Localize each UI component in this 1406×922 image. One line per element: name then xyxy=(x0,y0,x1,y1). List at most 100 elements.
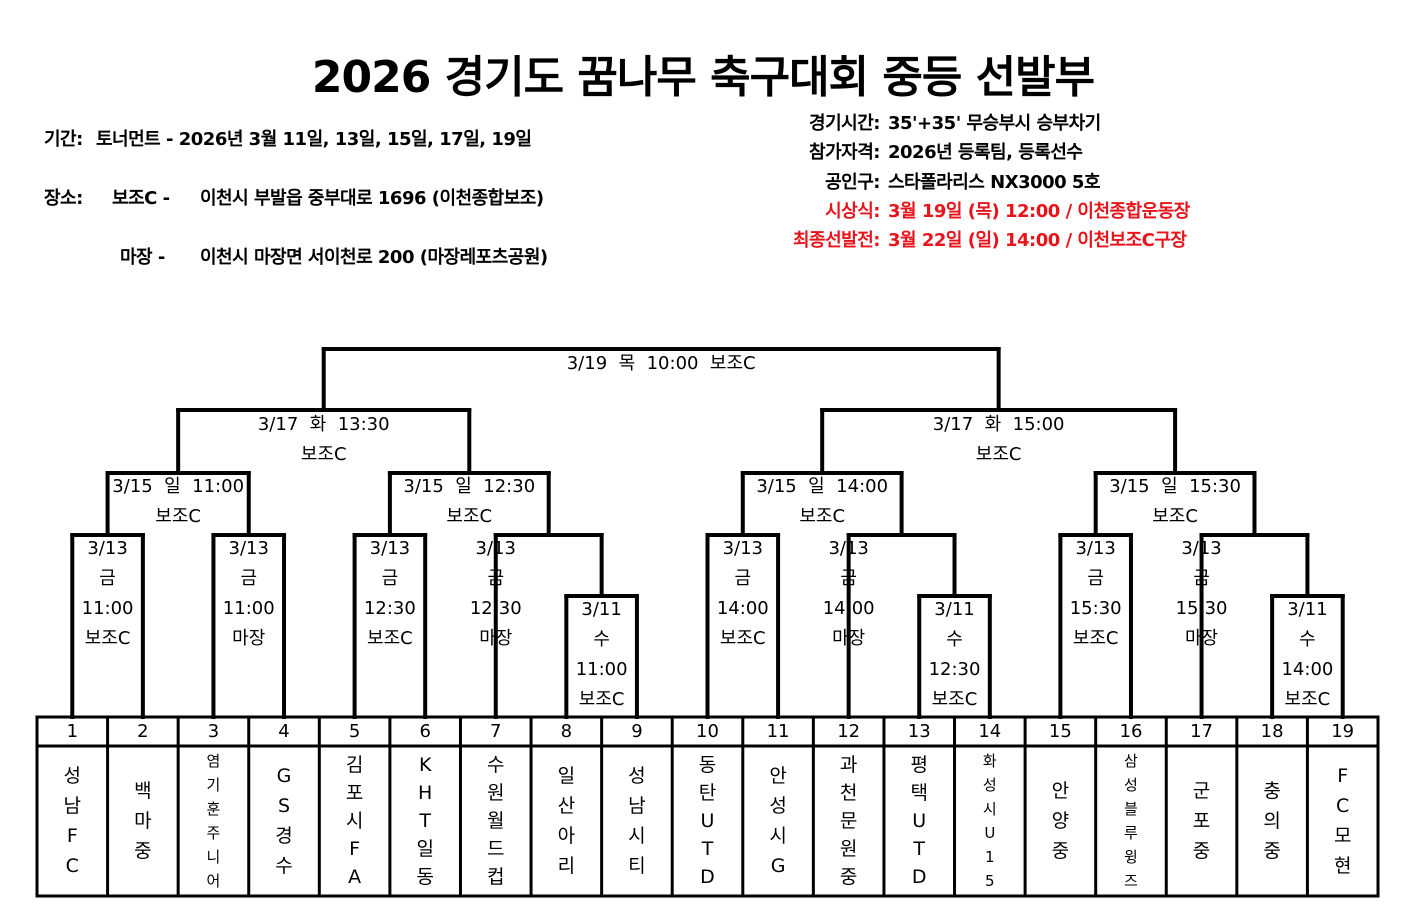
match-label-line: 보조C xyxy=(719,628,766,649)
match-3-17: 3/17 화 13:30 보조C xyxy=(234,410,414,470)
match-3-13: 3/13 금 14:00 보조C xyxy=(708,534,778,654)
match-label-line: 15:30 xyxy=(1069,598,1122,619)
match-label-line: 3/11 xyxy=(934,599,975,620)
match-label-line: 마장 xyxy=(479,628,513,649)
team-number: 17 xyxy=(1190,721,1213,742)
team-number: 19 xyxy=(1331,721,1355,742)
info-label: 참가자격: xyxy=(809,142,880,163)
match-label-line: 수 xyxy=(593,629,610,650)
period-label: 기간: xyxy=(44,129,83,150)
match-label-line: 보조C xyxy=(155,506,201,527)
team-number: 4 xyxy=(278,721,290,742)
match-label-line: 보조C xyxy=(84,628,131,649)
match-label-line: 3/17 화 13:30 xyxy=(257,414,390,435)
match-label-line: 수 xyxy=(946,629,963,650)
venue2-address: 이천시 마장면 서이천로 200 (마장레포츠공원) xyxy=(200,247,548,268)
match-label-line: 마장 xyxy=(232,628,266,649)
info-label: 경기시간: xyxy=(809,113,880,134)
match-label-line: 3/13 xyxy=(87,538,128,559)
match-3-13: 3/13 금 12:30 보조C xyxy=(355,534,425,654)
match-label-line: 12:30 xyxy=(928,659,981,680)
venue1-name: 보조C - xyxy=(112,188,170,209)
info-value: 3월 22일 (일) 14:00 / 이천보조C구장 xyxy=(888,230,1187,251)
match-label-line: 금 xyxy=(1193,568,1210,589)
team-number: 6 xyxy=(419,721,431,742)
match-label-line: 14:00 xyxy=(1281,659,1334,680)
match-3-17: 3/17 화 15:00 보조C xyxy=(909,410,1089,470)
match-label-line: 3/15 일 14:00 xyxy=(756,476,889,497)
match-label-line: 14:00 xyxy=(822,598,875,619)
match-label-line: 3/13 xyxy=(828,538,869,559)
venue-label: 장소: xyxy=(44,188,83,209)
match-3-15: 3/15 일 15:30 보조C xyxy=(1085,472,1265,532)
info-value: 스타폴라리스 NX3000 5호 xyxy=(888,172,1101,193)
match-label-line: 3/15 일 12:30 xyxy=(403,476,536,497)
match-label-line: 12:30 xyxy=(469,598,522,619)
page-title: 2026 경기도 꿈나무 축구대회 중등 선발부 xyxy=(311,52,1095,103)
team-number: 1 xyxy=(66,721,79,742)
match-3-13: 3/13 금 14:00 마장 xyxy=(814,534,884,654)
info-value: 2026년 등록팀, 등록선수 xyxy=(888,142,1083,163)
team-number: 11 xyxy=(766,721,790,742)
match-label-line: 보조C xyxy=(367,628,413,649)
venue2-name: 마장 - xyxy=(120,247,165,268)
match-label-line: 금 xyxy=(381,568,399,589)
match-final: 3/19 목 10:00 보조C xyxy=(511,349,811,379)
match-label-line: 3/15 일 15:30 xyxy=(1109,476,1241,497)
match-3-13: 3/13 금 11:00 마장 xyxy=(214,534,284,654)
match-3-15: 3/15 일 14:00 보조C xyxy=(732,472,912,532)
info-label: 시상식: xyxy=(825,201,880,222)
match-label-line: 보조C xyxy=(1284,689,1331,710)
team-number: 18 xyxy=(1260,721,1284,742)
match-label-line: 12:30 xyxy=(363,598,416,619)
info-label: 최종선발전: xyxy=(793,230,881,251)
info-value: 3월 19일 (목) 12:00 / 이천종합운동장 xyxy=(888,201,1190,222)
info-value: 35'+35' 무승부시 승부차기 xyxy=(888,113,1101,134)
team-number: 7 xyxy=(490,721,502,742)
match-label-line: 3/13 xyxy=(1075,538,1116,559)
match-label-line: 보조C xyxy=(799,506,846,527)
match-label-line: 보조C xyxy=(975,444,1022,465)
period-value: 토너먼트 - 2026년 3월 11일, 13일, 15일, 17일, 19일 xyxy=(96,129,532,150)
match-label-line: 마장 xyxy=(1184,628,1219,649)
match-3-11: 3/11 수 14:00 보조C xyxy=(1272,595,1342,715)
team-number: 2 xyxy=(137,721,149,742)
match-3-15: 3/15 일 11:00 보조C xyxy=(88,472,268,532)
team-number: 8 xyxy=(560,721,573,742)
match-label-line: 3/13 xyxy=(722,538,763,559)
match-label-line: 금 xyxy=(1087,568,1104,589)
team-number: 16 xyxy=(1119,721,1143,742)
match-label-line: 금 xyxy=(487,568,505,589)
team-number: 13 xyxy=(907,721,931,742)
match-label-line: 보조C xyxy=(578,689,625,710)
match-label-line: 3/11 xyxy=(581,599,622,620)
match-label-line: 11:00 xyxy=(222,598,275,619)
team-number: 14 xyxy=(978,721,1002,742)
match-label-line: 3/13 xyxy=(1181,538,1222,559)
match-label-line: 3/19 목 10:00 보조C xyxy=(566,353,756,374)
team-number: 10 xyxy=(696,721,719,742)
match-label-line: 금 xyxy=(99,568,116,589)
venue1-address: 이천시 부발읍 중부대로 1696 (이천종합보조) xyxy=(200,188,544,209)
match-3-13: 3/13 금 15:30 보조C xyxy=(1061,534,1131,654)
match-label-line: 11:00 xyxy=(81,598,134,619)
match-label-line: 금 xyxy=(734,568,752,589)
team-number: 9 xyxy=(631,721,643,742)
match-label-line: 3/13 xyxy=(369,538,411,559)
match-3-11: 3/11 수 11:00 보조C xyxy=(567,595,637,715)
match-3-13: 3/13 금 15:30 마장 xyxy=(1167,534,1237,654)
